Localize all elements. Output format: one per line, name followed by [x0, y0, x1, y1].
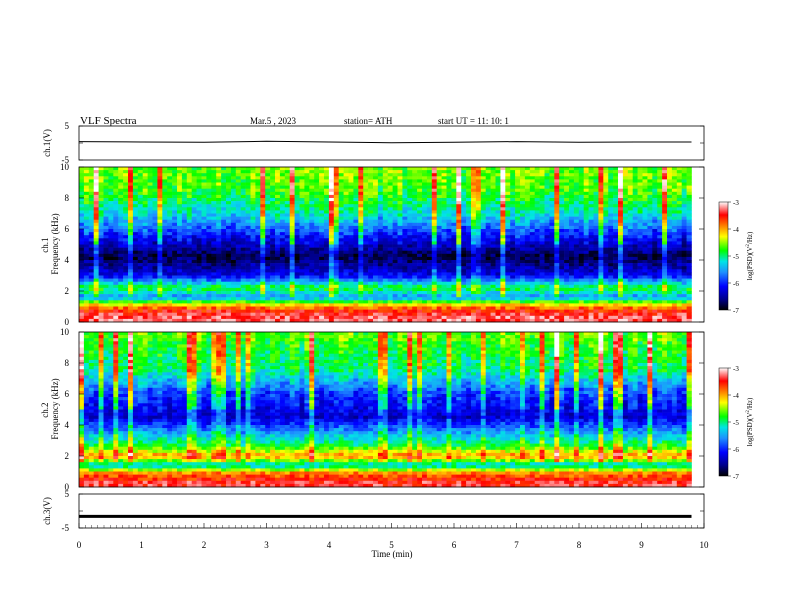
ch2-spec-ytick-10: 10: [60, 327, 70, 337]
ch1-spectrogram-ylabel: ch.1 Frequency (kHz): [40, 213, 60, 274]
ch1-waveform-ylabel: ch.1(V): [42, 129, 52, 157]
ch1-spec-ytick-0: 0: [65, 317, 70, 327]
ch1-colorbar-tick-m5: -5: [733, 253, 739, 261]
time-tick-9: 9: [639, 540, 644, 550]
ch1-spec-ytick-10: 10: [60, 162, 70, 172]
ch1-spec-ytick-6: 6: [65, 224, 70, 234]
ch2-colorbar-tick-m6: -6: [733, 446, 739, 454]
ch1-spectrogram-panel: 0 2 4 6 8 10 ch.1 Frequency (kHz): [40, 162, 704, 327]
ch1-colorbar: -3 -4 -5 -6 -7 log(PSD)(V2/Hz): [719, 199, 754, 315]
ch2-colorbar: -3 -4 -5 -6 -7 log(PSD)(V2/Hz): [719, 365, 754, 481]
ch1-colorbar-tick-m3: -3: [733, 199, 739, 207]
ch1-spec-ytick-4: 4: [65, 255, 70, 265]
ch2-spec-ytick-8: 8: [65, 358, 70, 368]
ch1-colorbar-tick-m4: -4: [733, 226, 739, 234]
ch2-colorbar-tick-m5: -5: [733, 419, 739, 427]
ch2-colorbar-scale: [719, 368, 728, 476]
ch2-spec-ytick-2: 2: [65, 451, 70, 461]
station-label: station= ATH: [344, 116, 393, 126]
ch2-colorbar-tick-m7: -7: [733, 473, 739, 481]
time-tick-10: 10: [700, 540, 710, 550]
start-time-label: start UT = 11: 10: 1: [438, 116, 509, 126]
ch2-spectrogram-ylabel: ch.2 Frequency (kHz): [40, 378, 60, 439]
time-tick-2: 2: [202, 540, 207, 550]
ch3-ytick-bottom: -5: [62, 523, 70, 533]
ch2-spec-ytick-4: 4: [65, 420, 70, 430]
ch1-spec-ytick-8: 8: [65, 193, 70, 203]
date-label: Mar.5 , 2023: [250, 116, 296, 126]
ch1-spec-ytick-2: 2: [65, 286, 70, 296]
ch2-ylabel-channel: ch.2: [40, 403, 50, 418]
time-axis-label: Time (min): [372, 549, 413, 559]
ch3-ytick-top: 5: [65, 489, 70, 499]
ch1-waveform-panel: 5-5 ch.1(V): [42, 121, 704, 165]
time-tick-8: 8: [577, 540, 582, 550]
ch3-waveform-ylabel: ch.3(V): [42, 497, 52, 525]
figure-title: VLF Spectra: [80, 115, 137, 127]
ch2-colorbar-tick-m3: -3: [733, 365, 739, 373]
time-tick-6: 6: [452, 540, 457, 550]
ch2-colorbar-label: log(PSD)(V2/Hz): [746, 397, 754, 446]
ch2-spec-ytick-6: 6: [65, 389, 70, 399]
ch1-colorbar-scale: [719, 202, 728, 310]
time-tick-0: 0: [77, 540, 82, 550]
time-tick-7: 7: [514, 540, 519, 550]
time-tick-4: 4: [327, 540, 332, 550]
ch1-colorbar-tick-m7: -7: [733, 307, 739, 315]
ch2-ylabel-frequency: Frequency (kHz): [50, 378, 60, 439]
ch1-ylabel-channel: ch.1: [40, 238, 50, 253]
time-tick-1: 1: [139, 540, 144, 550]
ch1-ylabel-frequency: Frequency (kHz): [50, 213, 60, 274]
time-tick-3: 3: [264, 540, 269, 550]
ch1-colorbar-label: log(PSD)(V2/Hz): [746, 231, 754, 280]
ch2-colorbar-tick-m4: -4: [733, 392, 739, 400]
ch1-ytick-top: 5: [65, 121, 70, 131]
ch1-colorbar-tick-m6: -6: [733, 280, 739, 288]
